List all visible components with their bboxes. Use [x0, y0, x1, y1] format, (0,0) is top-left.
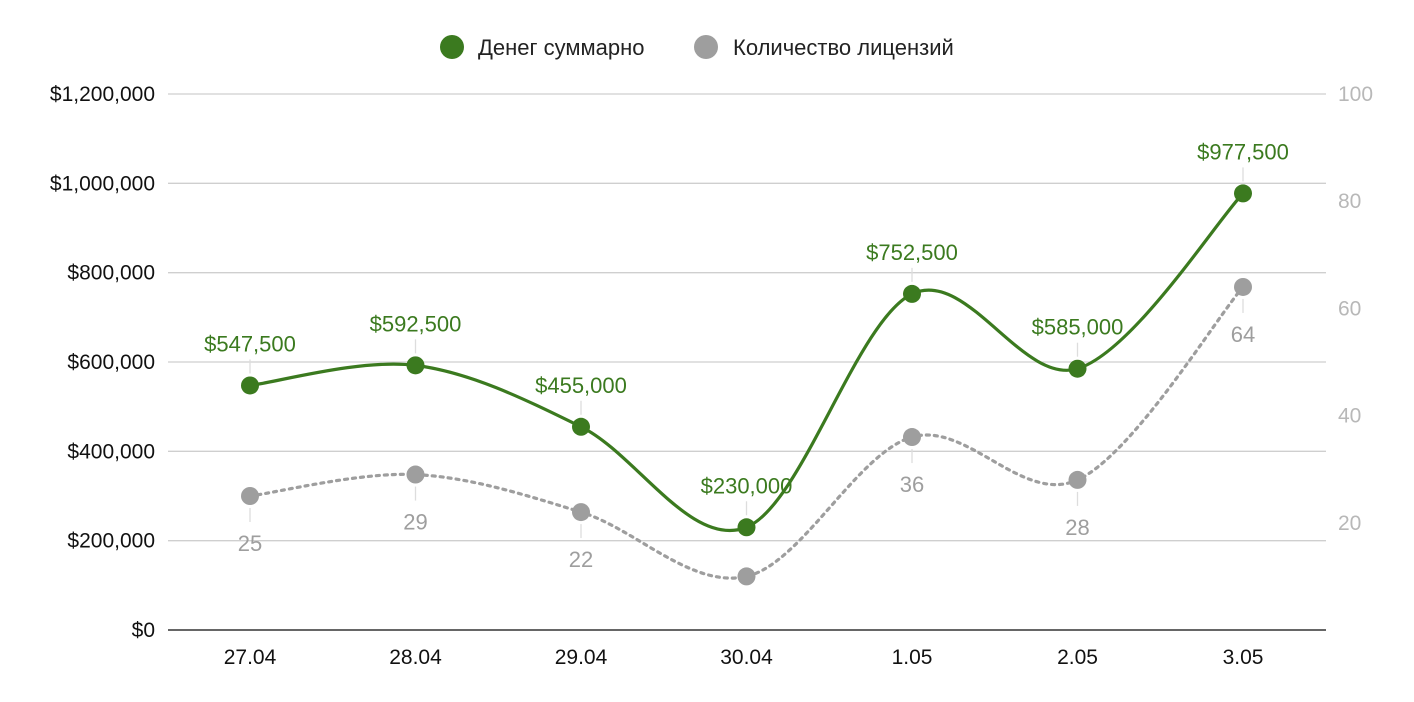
data-label-money: $977,500 — [1197, 139, 1289, 164]
point-money[interactable] — [1068, 359, 1087, 378]
data-label-licenses: 64 — [1231, 322, 1255, 347]
x-tick-label: 30.04 — [720, 646, 773, 669]
y-left-tick-label: $400,000 — [67, 440, 155, 463]
data-label-money: $752,500 — [866, 240, 958, 265]
data-labels: $547,500 $592,500 $455,000 $230,000 $752,500… — [204, 139, 1289, 572]
y-right-tick-label: 60 — [1338, 297, 1361, 320]
point-licenses[interactable] — [572, 503, 590, 522]
legend-swatch — [440, 35, 464, 59]
point-money[interactable] — [406, 356, 425, 375]
y-right-tick-label: 100 — [1338, 83, 1373, 106]
grid-lines — [168, 93, 1326, 542]
data-label-money: $592,500 — [370, 311, 462, 336]
x-tick-label: 2.05 — [1057, 646, 1098, 669]
x-tick-label: 29.04 — [555, 646, 608, 669]
y-left-tick-label: $800,000 — [67, 262, 155, 285]
point-money[interactable] — [737, 518, 756, 537]
x-tick-label: 27.04 — [224, 646, 277, 669]
y-right-tick-label: 80 — [1338, 190, 1361, 213]
point-money[interactable] — [903, 284, 921, 303]
y-left-tick-label: $1,200,000 — [50, 83, 155, 106]
data-label-money: $455,000 — [535, 373, 627, 398]
point-licenses[interactable] — [737, 567, 756, 586]
data-label-money: $547,500 — [204, 331, 296, 356]
y-right-tick-label: 20 — [1338, 512, 1361, 535]
legend-item-licenses[interactable]: Количество лицензий — [694, 35, 954, 60]
data-label-money: $230,000 — [701, 473, 793, 498]
data-label-money: $585,000 — [1032, 315, 1124, 340]
series — [241, 184, 1252, 586]
axes: $0 $200,000 $400,000 $600,000 $800,000 $1,000… — [50, 83, 1373, 669]
y-right-tick-label: 40 — [1338, 405, 1361, 428]
point-money[interactable] — [241, 376, 259, 395]
point-money[interactable] — [572, 417, 590, 436]
point-licenses[interactable] — [903, 428, 921, 447]
point-licenses[interactable] — [1234, 277, 1252, 296]
data-label-licenses: 29 — [403, 510, 427, 535]
legend-swatch — [694, 35, 718, 59]
x-tick-label: 1.05 — [892, 646, 933, 669]
x-tick-label: 28.04 — [389, 646, 442, 669]
data-label-licenses: 28 — [1065, 515, 1089, 540]
y-left-tick-label: $200,000 — [67, 530, 155, 553]
x-tick-label: 3.05 — [1223, 646, 1264, 669]
data-label-licenses: 25 — [238, 531, 262, 556]
point-licenses[interactable] — [1068, 470, 1087, 489]
point-licenses[interactable] — [241, 487, 259, 505]
data-label-licenses: 36 — [900, 472, 924, 497]
point-licenses[interactable] — [406, 465, 425, 484]
data-label-licenses: 22 — [569, 547, 593, 572]
y-left-tick-label: $600,000 — [67, 351, 155, 374]
legend-label: Денег суммарно — [478, 35, 645, 60]
legend-item-money[interactable]: Денег суммарно — [440, 35, 645, 60]
y-left-tick-label: $1,000,000 — [50, 172, 155, 195]
series-line-licenses — [248, 285, 1245, 580]
legend-label: Количество лицензий — [733, 35, 954, 60]
y-left-tick-label: $0 — [132, 619, 155, 642]
point-money[interactable] — [1234, 184, 1252, 203]
legend[interactable]: Денег суммарно Количество лицензий — [440, 35, 954, 60]
